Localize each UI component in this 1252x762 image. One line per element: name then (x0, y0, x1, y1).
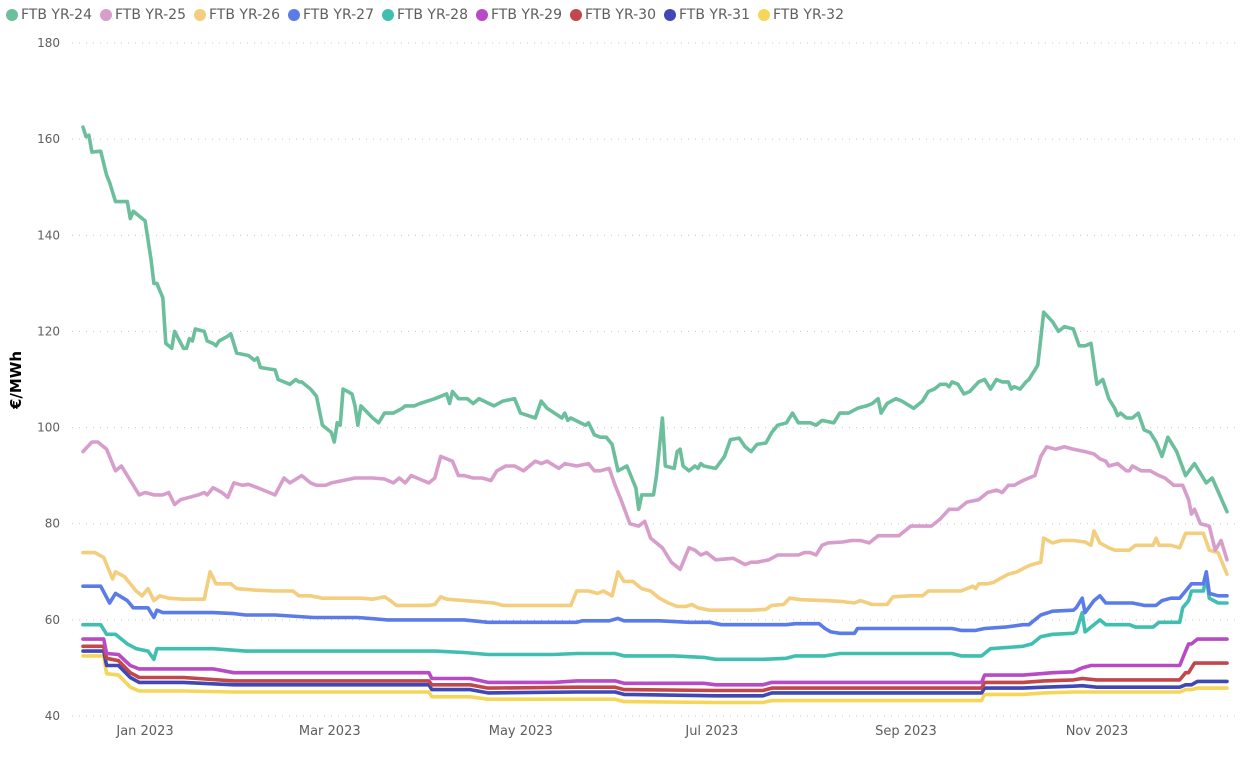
x-tick-label: May 2023 (489, 724, 553, 739)
legend-label: FTB YR-27 (303, 7, 374, 23)
legend-label: FTB YR-29 (491, 7, 562, 23)
series-line-ftb-yr-30[interactable] (81, 644, 1229, 693)
series-line-ftb-yr-24[interactable] (81, 125, 1229, 514)
y-tick-label: 140 (37, 228, 60, 242)
y-tick-label: 180 (37, 36, 60, 50)
legend-marker-icon (6, 9, 18, 21)
y-tick-label: 120 (37, 324, 60, 338)
series-line-ftb-yr-27[interactable] (81, 570, 1229, 636)
y-tick-label: 40 (45, 709, 60, 723)
legend-item-ftb-yr-25[interactable]: FTB YR-25 (100, 7, 186, 23)
legend-item-ftb-yr-30[interactable]: FTB YR-30 (570, 7, 656, 23)
x-tick-label: Sep 2023 (875, 724, 937, 739)
series-line-ftb-yr-29[interactable] (81, 637, 1229, 687)
legend-marker-icon (664, 9, 676, 21)
legend-item-ftb-yr-32[interactable]: FTB YR-32 (758, 7, 844, 23)
legend-marker-icon (476, 9, 488, 21)
legend-marker-icon (758, 9, 770, 21)
chart-legend: FTB YR-24 FTB YR-25 FTB YR-26 FTB YR-27 FTB … (6, 4, 852, 26)
legend-label: FTB YR-31 (679, 7, 750, 23)
x-axis: Jan 2023 Mar 2023 May 2023 Jul 2023 Sep 2023… (115, 724, 1128, 739)
legend-item-ftb-yr-29[interactable]: FTB YR-29 (476, 7, 562, 23)
y-tick-label: 60 (45, 613, 60, 627)
legend-label: FTB YR-32 (773, 7, 844, 23)
legend-item-ftb-yr-24[interactable]: FTB YR-24 (6, 7, 92, 23)
legend-item-ftb-yr-27[interactable]: FTB YR-27 (288, 7, 374, 23)
legend-marker-icon (570, 9, 582, 21)
legend-marker-icon (194, 9, 206, 21)
x-tick-label: Nov 2023 (1066, 724, 1129, 739)
x-tick-label: Jul 2023 (684, 724, 738, 739)
legend-item-ftb-yr-28[interactable]: FTB YR-28 (382, 7, 468, 23)
legend-item-ftb-yr-26[interactable]: FTB YR-26 (194, 7, 280, 23)
y-tick-label: 80 (45, 517, 60, 531)
legend-label: FTB YR-26 (209, 7, 280, 23)
y-tick-label: 100 (37, 421, 60, 435)
legend-marker-icon (288, 9, 300, 21)
series-line-ftb-yr-25[interactable] (81, 440, 1229, 572)
series-line-ftb-yr-28[interactable] (81, 574, 1229, 662)
y-axis: 40 60 80 100 120 140 160 180 (37, 36, 60, 723)
legend-label: FTB YR-25 (115, 7, 186, 23)
legend-label: FTB YR-30 (585, 7, 656, 23)
legend-marker-icon (100, 9, 112, 21)
series-lines (81, 125, 1229, 705)
series-line-ftb-yr-32[interactable] (81, 654, 1229, 705)
legend-label: FTB YR-24 (21, 7, 92, 23)
series-line-ftb-yr-26[interactable] (81, 529, 1229, 612)
x-tick-label: Jan 2023 (115, 724, 173, 739)
legend-marker-icon (382, 9, 394, 21)
legend-label: FTB YR-28 (397, 7, 468, 23)
legend-item-ftb-yr-31[interactable]: FTB YR-31 (664, 7, 750, 23)
x-tick-label: Mar 2023 (299, 724, 361, 739)
y-tick-label: 160 (37, 132, 60, 146)
series-line-ftb-yr-31[interactable] (81, 649, 1229, 698)
y-axis-title: €/MWh (7, 351, 25, 410)
